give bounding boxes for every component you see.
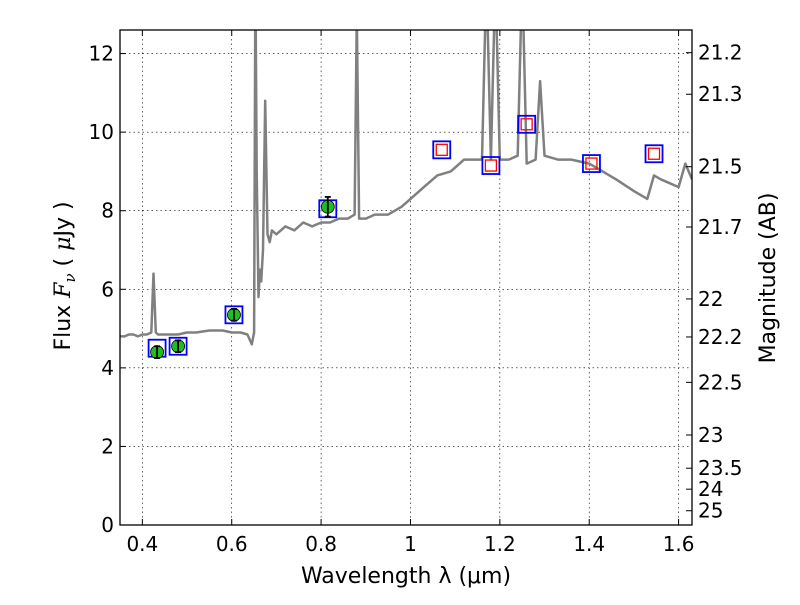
model-box-6: [517, 114, 537, 134]
y-tick-label-1: 2: [101, 434, 114, 458]
y-tick-label-2: 4: [101, 356, 114, 380]
model-box-8: [644, 144, 664, 164]
model-box-series: [147, 114, 664, 358]
y-label-mu: μ: [51, 237, 76, 251]
y2-tick-label-2: 21.5: [698, 155, 743, 179]
spectrum-series: [120, 30, 692, 346]
y-label-f: F: [51, 282, 76, 299]
x-tick-label-3: 1: [404, 532, 417, 556]
y2-tick-label-9: 24: [698, 477, 723, 501]
y-tick-label-5: 10: [89, 120, 114, 144]
upper-point-0: [435, 143, 448, 156]
plot-frame: [119, 29, 693, 526]
x-axis-ticks: 0.4 0.6 0.8 1 1.2 1.4 1.6: [126, 30, 695, 556]
model-box-2: [224, 305, 244, 325]
upper-point-4: [647, 147, 661, 160]
y-axis-ticks: 0 2 4 6 8 10 12: [89, 42, 126, 537]
x-tick-label-2: 0.8: [305, 532, 337, 556]
y2-axis-label: Magnitude (AB): [756, 193, 781, 364]
y2-tick-label-7: 23: [698, 423, 723, 447]
observed-point-series: [150, 196, 335, 360]
model-box-5: [481, 156, 501, 175]
y-tick-label-4: 8: [101, 199, 114, 223]
y2-tick-label-5: 22.2: [698, 325, 743, 349]
y2-tick-label-6: 22.5: [698, 370, 743, 394]
y2-tick-label-8: 23.5: [698, 456, 743, 480]
y-tick-label-6: 12: [89, 42, 114, 66]
grid-lines: [120, 30, 692, 526]
y2-tick-label-10: 25: [698, 499, 723, 523]
x-tick-label-0: 0.4: [126, 532, 158, 556]
upper-point-2: [520, 118, 533, 131]
y2-tick-label-3: 21.7: [698, 215, 743, 239]
y-label-open: (: [51, 251, 76, 274]
upper-point-3: [585, 157, 598, 170]
spectrum-line: [120, 30, 692, 346]
model-box-1: [168, 336, 188, 356]
x-tick-label-5: 1.4: [573, 532, 605, 556]
y-label-unit: Jy ): [51, 201, 76, 238]
x-tick-label-4: 1.2: [484, 532, 516, 556]
x-tick-label-1: 0.6: [216, 532, 248, 556]
y2-tick-label-0: 21.2: [698, 41, 743, 65]
model-box-4: [432, 140, 452, 160]
upper-point-1: [484, 159, 498, 172]
y-label-nu: ν: [61, 273, 79, 282]
model-box-7: [582, 154, 601, 173]
y-tick-label-3: 6: [101, 277, 114, 301]
y-label-flux: Flux: [51, 298, 76, 351]
upper-point-series: [435, 118, 661, 172]
y2-tick-label-1: 21.3: [698, 82, 743, 106]
x-axis-label: Wavelength λ (μm): [301, 564, 511, 589]
x-tick-label-6: 1.6: [663, 532, 695, 556]
y2-tick-label-4: 22: [698, 287, 723, 311]
y-axis-label: Flux Fν ( μJy ): [51, 201, 79, 350]
y-tick-label-0: 0: [101, 513, 114, 537]
